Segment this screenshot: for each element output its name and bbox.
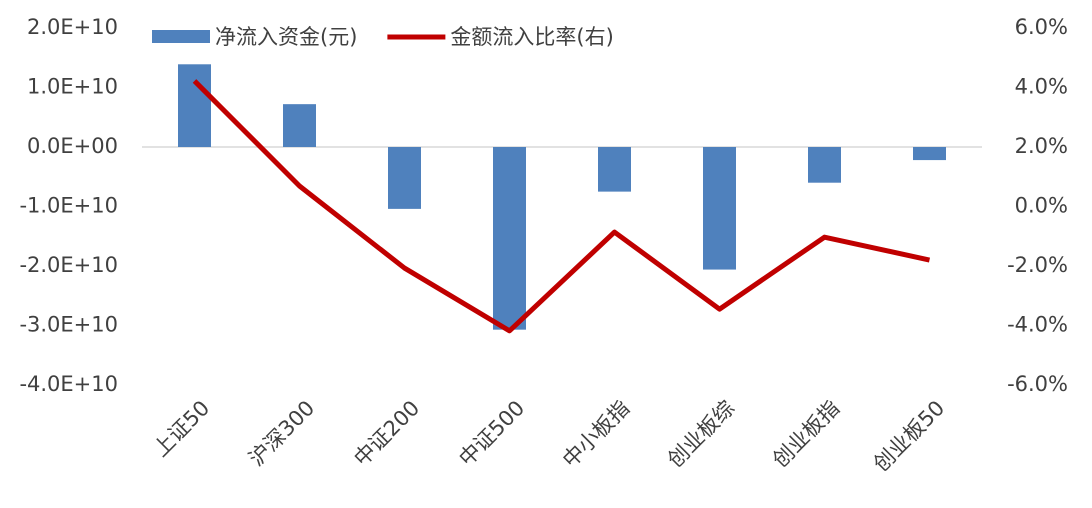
legend-label: 净流入资金(元) [215,25,357,49]
y2-tick-label: -2.0% [1007,253,1068,277]
bar [283,104,316,147]
y2-tick-label: -4.0% [1007,313,1068,337]
bar [493,147,526,330]
x-tick-label: 创业板综 [663,396,739,472]
line [192,79,931,334]
x-tick-label: 沪深300 [244,396,319,471]
bar [703,147,736,270]
y-tick-label: -2.0E+10 [19,253,118,277]
bar [598,147,631,192]
x-tick-label: 创业板指 [768,396,844,472]
y2-tick-label: 0.0% [1015,194,1068,218]
x-tick-label: 上证50 [149,396,215,462]
x-tick-label: 中小板指 [558,396,634,472]
bar [388,147,421,209]
y2-tick-label: 6.0% [1015,15,1068,39]
y-tick-label: 0.0E+00 [27,134,118,158]
y-tick-label: -4.0E+10 [19,372,118,396]
y2-tick-label: -6.0% [1007,372,1068,396]
bar [913,147,946,161]
y-tick-label: -1.0E+10 [19,194,118,218]
y-tick-label: 2.0E+10 [27,15,118,39]
legend-label: 金额流入比率(右) [450,25,613,49]
legend-swatch [152,30,210,43]
y2-tick-label: 4.0% [1015,75,1068,99]
y-tick-label: 1.0E+10 [27,75,118,99]
bar [808,147,841,183]
bar [178,64,211,147]
x-tick-label: 中证500 [454,396,529,471]
y2-tick-label: 2.0% [1015,134,1068,158]
y-tick-label: -3.0E+10 [19,313,118,337]
x-tick-label: 创业板50 [869,396,949,476]
x-tick-label: 中证200 [349,396,424,471]
